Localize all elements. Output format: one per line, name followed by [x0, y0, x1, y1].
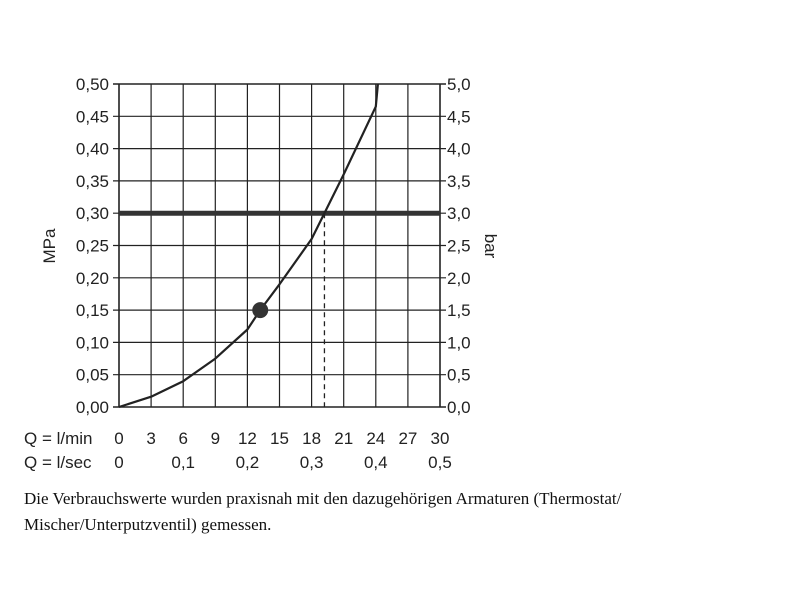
x-lmin-axis-label: Q = l/min: [24, 429, 93, 448]
y-right-tick-label: 0,5: [447, 366, 471, 385]
y-left-tick-label: 0,45: [76, 107, 109, 126]
y-right-tick-label: 4,5: [447, 107, 471, 126]
x-lmin-tick-label: 30: [431, 429, 450, 448]
marker-point: [252, 302, 269, 319]
x-lsec-tick-label: 0,4: [364, 453, 388, 472]
x-lmin-tick-label: 0: [114, 429, 123, 448]
y-left-tick-label: 0,30: [76, 204, 109, 223]
x-lmin-tick-label: 18: [302, 429, 321, 448]
x-lsec-tick-label: 0,2: [236, 453, 260, 472]
y-left-tick-label: 0,15: [76, 301, 109, 320]
y-right-tick-label: 5,0: [447, 75, 471, 94]
y-left-tick-label: 0,20: [76, 269, 109, 288]
y-right-axis-label: bar: [481, 234, 500, 259]
y-left-axis-label: MPa: [40, 228, 59, 264]
y-right-tick-label: 3,5: [447, 172, 471, 191]
x-lmin-tick-label: 6: [178, 429, 187, 448]
x-lmin-tick-label: 21: [334, 429, 353, 448]
x-lsec-tick-label: 0,3: [300, 453, 324, 472]
y-right-tick-label: 4,0: [447, 140, 471, 159]
y-right-tick-label: 1,0: [447, 333, 471, 352]
y-left-tick-label: 0,10: [76, 333, 109, 352]
y-left-tick-label: 0,35: [76, 172, 109, 191]
y-left-tick-label: 0,25: [76, 237, 109, 256]
x-lmin-tick-label: 24: [366, 429, 385, 448]
x-lmin-tick-label: 9: [211, 429, 220, 448]
curve-group: [118, 83, 379, 409]
x-lsec-tick-label: 0,1: [171, 453, 195, 472]
flow-curve: [118, 83, 379, 409]
footnote: Die Verbrauchswerte wurden praxisnah mit…: [24, 486, 784, 538]
y-right-tick-label: 2,0: [447, 269, 471, 288]
footnote-line-2: Mischer/Unterputzventil) gemessen.: [24, 515, 272, 534]
footnote-line-1: Die Verbrauchswerte wurden praxisnah mit…: [24, 489, 622, 508]
x-lsec-tick-label: 0,5: [428, 453, 452, 472]
y-left-tick-label: 0,00: [76, 398, 109, 417]
reference-line-group: [119, 210, 440, 407]
x-lsec-tick-label: 0: [114, 453, 123, 472]
y-left-tick-label: 0,40: [76, 140, 109, 159]
x-lmin-tick-label: 27: [398, 429, 417, 448]
tick-labels: 0,000,050,100,150,200,250,300,350,400,45…: [76, 75, 471, 472]
y-right-tick-label: 3,0: [447, 204, 471, 223]
y-left-tick-label: 0,05: [76, 366, 109, 385]
x-lmin-tick-label: 3: [146, 429, 155, 448]
chart-grid: [113, 83, 446, 408]
y-right-tick-label: 1,5: [447, 301, 471, 320]
x-lmin-tick-label: 15: [270, 429, 289, 448]
y-right-tick-label: 2,5: [447, 237, 471, 256]
y-left-tick-label: 0,50: [76, 75, 109, 94]
x-lmin-tick-label: 12: [238, 429, 257, 448]
x-lsec-axis-label: Q = l/sec: [24, 453, 92, 472]
y-right-tick-label: 0,0: [447, 398, 471, 417]
